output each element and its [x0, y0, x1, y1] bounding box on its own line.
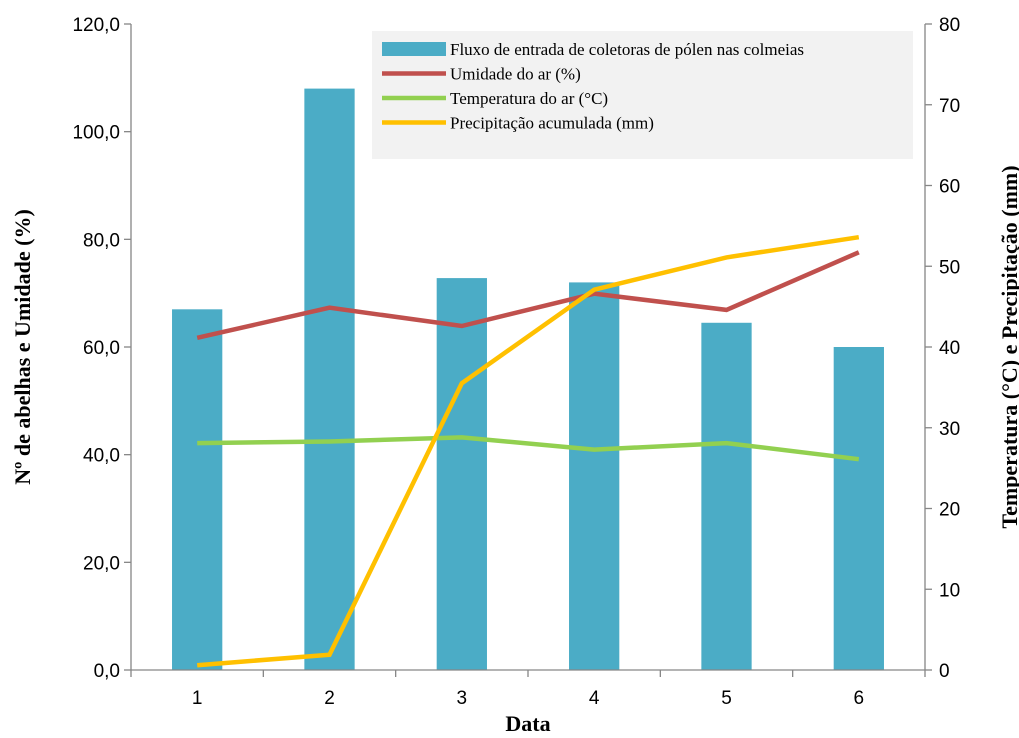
left-tick-label: 40,0: [83, 446, 120, 467]
x-tick-label: 1: [192, 688, 203, 709]
left-tick-label: 120,0: [72, 15, 120, 36]
right-tick-label: 40: [939, 338, 960, 359]
right-tick-label: 30: [939, 419, 960, 440]
ticks-layer: 0,0 20,0 40,0 60,0 80,0 100,0 120,0 0 10 20 30 40 50…: [72, 15, 960, 709]
line-precipitacao-acumulada-mm: [197, 234, 860, 668]
bar-2: [304, 88, 355, 671]
x-tick-label: 3: [457, 688, 468, 709]
line-umidade-do-ar: [196, 250, 860, 340]
right-tick-label: 50: [939, 257, 960, 278]
right-y-axis-title: Temperatura (°C) e Precipitação (mm): [997, 165, 1019, 528]
right-tick-label: 20: [939, 500, 960, 521]
x-tick-label: 2: [324, 688, 335, 709]
x-axis-title: Data: [505, 711, 550, 736]
right-tick-label: 60: [939, 177, 960, 198]
bar-4: [569, 282, 620, 670]
legend-label: Precipitação acumulada (mm): [450, 114, 654, 133]
right-tick-label: 80: [939, 15, 960, 36]
legend-label: Fluxo de entrada de coletoras de pólen n…: [450, 40, 804, 59]
left-tick-label: 60,0: [83, 338, 120, 359]
bars-layer: [172, 88, 884, 671]
legend-swatch-bar: [382, 42, 446, 56]
bar-1: [172, 309, 223, 670]
x-tick-label: 5: [721, 688, 732, 709]
left-tick-label: 0,0: [94, 661, 120, 682]
left-tick-label: 20,0: [83, 553, 120, 574]
legend-background: [372, 31, 913, 159]
legend-items: Fluxo de entrada de coletoras de pólen n…: [382, 40, 804, 133]
x-tick-label: 4: [589, 688, 600, 709]
left-tick-label: 80,0: [83, 230, 120, 251]
bar-3: [436, 278, 487, 670]
right-tick-label: 0: [939, 661, 950, 682]
legend: Fluxo de entrada de coletoras de pólen n…: [372, 31, 913, 159]
left-tick-label: 100,0: [72, 123, 120, 144]
legend-label: Temperatura do ar (°C): [450, 89, 608, 108]
bar-6: [833, 347, 884, 670]
legend-label: Umidade do ar (%): [450, 65, 581, 84]
right-tick-label: 10: [939, 580, 960, 601]
lines-layer: [196, 234, 860, 668]
x-tick-label: 6: [854, 688, 865, 709]
right-tick-label: 70: [939, 96, 960, 117]
bar-5: [701, 322, 752, 670]
left-y-axis-title: Nº de abelhas e Umidade (%): [10, 209, 35, 485]
line-temperatura-do-ar-c: [197, 435, 860, 462]
